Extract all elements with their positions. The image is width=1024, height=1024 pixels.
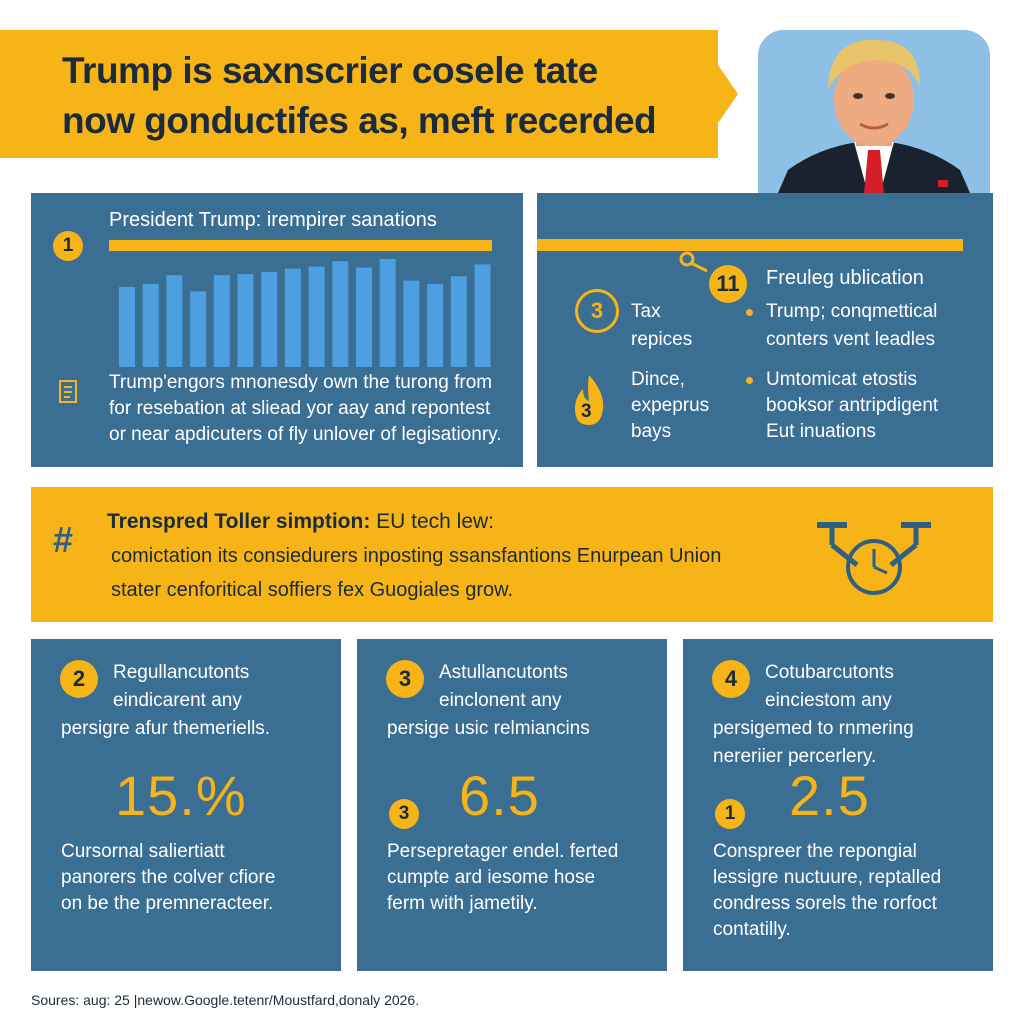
card-3-footer-2: lessigre nuctuure, reptalled (713, 867, 942, 888)
item-2-line-2: expeprus (631, 395, 710, 416)
card-3-footer-1: Conspreer the repongial (713, 841, 917, 862)
card-2-badge: 3 (386, 660, 424, 698)
card-3-value: 2.5 (789, 764, 870, 827)
card-1-badge: 2 (60, 660, 98, 698)
title-banner: Trump is saxnscrier cosele tate now gond… (0, 30, 718, 158)
banner-2-heading-bold: Trenspred Toller simption: (107, 510, 371, 533)
stat-card-1: 2 Regullancutonts eindicarent any persig… (31, 639, 341, 971)
card-1-line-2: eindicarent any (113, 690, 242, 711)
title-banner-arrow (716, 62, 738, 126)
card-3-badge: 4 (712, 660, 750, 698)
panel-1-body-line-1: Trump'engors mnonesdy own the turong fro… (109, 372, 493, 393)
source-footnote: Soures: aug: 25 |newow.Google.tetenr/Mou… (31, 992, 420, 1008)
title-line-2: now gonductifes as, meft recerded (62, 100, 657, 141)
bar-12 (379, 259, 396, 367)
bullet-2-line-3: Eut inuations (766, 421, 876, 442)
card-3-footer-3: condress sorels the rorfoct (713, 893, 937, 914)
portrait-illustration (758, 30, 990, 216)
link-icon (677, 249, 717, 275)
document-icon (57, 379, 81, 405)
card-3-line-1: Cotubarcutonts (765, 662, 894, 683)
card-2-value: 6.5 (459, 764, 540, 827)
portrait-photo (758, 30, 990, 216)
card-1-value: 15.% (115, 764, 247, 827)
bullet-1-line-2: conters vent leadles (766, 329, 935, 350)
bullet-dot (746, 377, 753, 384)
item-1-line-2: repices (631, 329, 693, 350)
card-2-line-2: einclonent any (439, 690, 562, 711)
banner-2-line-2: stater cenforitical soffiers fex Guogial… (111, 579, 514, 601)
card-2-footer-2: cumpte ard iesome hose (387, 867, 596, 888)
card-1-footer-1: Cursornal saliertiatt (61, 841, 225, 862)
bar-4 (190, 291, 207, 367)
bar-11 (356, 267, 372, 367)
tax-badge: 3 (575, 289, 619, 333)
card-2-line-3: persige usic relmiancins (387, 718, 590, 739)
card-2-footer-3: ferm with jametily. (387, 893, 538, 914)
bar-8 (284, 268, 301, 367)
mini-bar-chart (119, 259, 491, 367)
stat-card-3: 4 Cotubarcutonts einciestom any persigem… (683, 639, 993, 971)
clock-drone-icon (807, 515, 941, 599)
card-3-footer-4: contatilly. (713, 919, 791, 940)
eu-tech-law-banner: # Trenspred Toller simption: EU tech lew… (31, 487, 993, 622)
banner-2-heading: Trenspred Toller simption: EU tech lew: (107, 509, 494, 535)
panel-1-body-line-2: for resebation at sliead yor aay and rep… (109, 398, 491, 419)
card-1-line-1: Regullancutonts (113, 662, 250, 683)
chart-panel: 1 President Trump: irempirer sanations T… (31, 193, 523, 467)
panel-2-number-badge: 11 (709, 265, 747, 303)
bar-6 (237, 274, 254, 367)
bullet-1-line-1: Trump; conqmettical (766, 301, 938, 322)
card-1-footer-3: on be the premneracteer. (61, 893, 274, 914)
flame-icon (569, 371, 609, 427)
bar-5 (213, 275, 230, 367)
card-2-side-badge: 3 (389, 799, 419, 829)
banner-2-line-1: comictation its consiedurers inposting s… (111, 545, 722, 567)
item-2-line-3: bays (631, 421, 672, 442)
bar-3 (166, 275, 183, 367)
bullet-2-line-2: booksor antripdigent (766, 395, 939, 416)
panel-1-accent-bar (109, 240, 492, 251)
panel-2-heading: Freuleg ublication (766, 267, 924, 289)
item-2-line-1: Dince, (631, 369, 685, 390)
bar-15 (450, 276, 467, 367)
item-2-badge: 3 (581, 401, 592, 422)
stat-card-2: 3 Astullancutonts einclonent any persige… (357, 639, 667, 971)
card-1-line-3: persigre afur themeriells. (61, 718, 271, 739)
panel-1-number-badge: 1 (53, 231, 83, 261)
bar-13 (403, 280, 420, 367)
bar-10 (332, 261, 349, 367)
bar-7 (261, 271, 278, 367)
panel-1-title: President Trump: irempirer sanations (109, 209, 437, 231)
bar-9 (308, 266, 325, 367)
bar-16 (474, 264, 491, 367)
item-1-line-1: Tax (631, 301, 661, 322)
hashtag-icon: # (53, 519, 74, 560)
publication-panel: 11 Freuleg ublication 3 Tax repices 3 Di… (537, 193, 993, 467)
bullet-dot (746, 309, 753, 316)
panel-2-accent-bar (537, 239, 963, 251)
card-3-line-4: nereriier percerlery. (713, 746, 877, 767)
bullet-2-line-1: Umtomicat etostis (766, 369, 917, 390)
card-3-line-3: persigemed to rnmering (713, 718, 914, 739)
card-3-side-badge: 1 (715, 799, 745, 829)
title-line-1: Trump is saxnscrier cosele tate (62, 50, 598, 91)
card-1-footer-2: panorers the colver cfiore (61, 867, 276, 888)
bar-1 (119, 287, 135, 367)
panel-1-body-line-3: or near apdicuters of fly unlover of leg… (109, 424, 502, 445)
card-3-line-2: einciestom any (765, 690, 892, 711)
card-2-footer-1: Persepretager endel. ferted (387, 841, 619, 862)
banner-2-heading-rest: EU tech lew: (370, 510, 495, 533)
card-2-line-1: Astullancutonts (439, 662, 568, 683)
bar-2 (142, 283, 159, 367)
bar-14 (427, 283, 444, 367)
